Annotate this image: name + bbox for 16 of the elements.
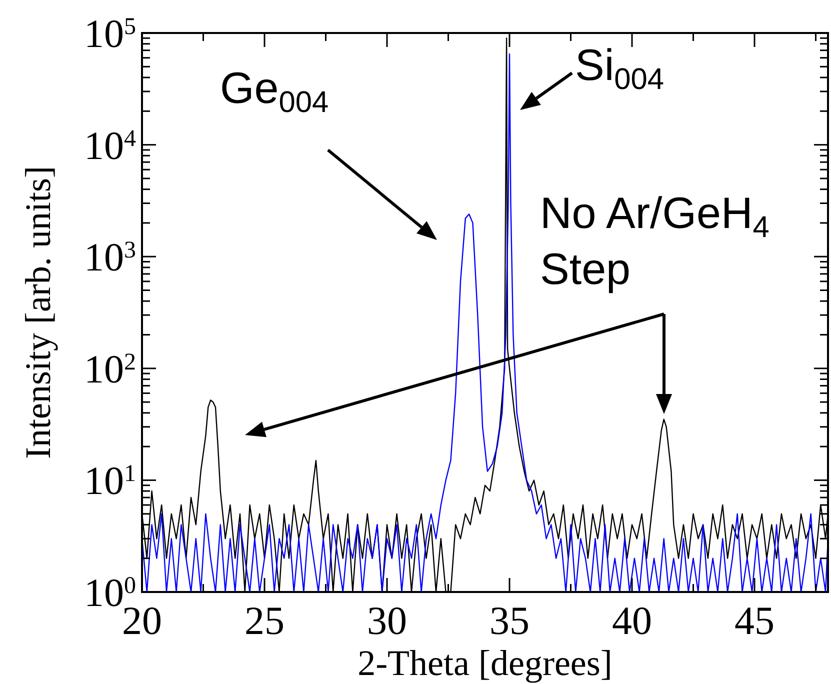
x-axis-title: 2-Theta [degrees] — [358, 643, 612, 683]
annotation: No Ar/GeH$_{4}$ — [540, 189, 770, 244]
x-tick-label: 30 — [367, 598, 407, 643]
y-tick-label: 10$^{5}$ — [84, 11, 136, 56]
y-tick-label: 10$^{2}$ — [84, 346, 136, 392]
annotation: Ge$_{004}$ — [220, 64, 329, 119]
x-tick-label: 40 — [612, 598, 652, 643]
x-tick-label: 25 — [244, 598, 284, 643]
annotation: Si$_{004}$ — [575, 41, 664, 96]
y-tick-label: 10$^{3}$ — [84, 234, 136, 280]
x-tick-label: 45 — [734, 598, 774, 643]
annotation: Step — [540, 245, 631, 294]
y-axis-title: Intensity [arb. units] — [18, 166, 58, 459]
y-tick-label: 10$^{1}$ — [84, 458, 136, 504]
x-tick-label: 35 — [490, 598, 530, 643]
y-tick-label: 10$^{4}$ — [84, 122, 136, 168]
